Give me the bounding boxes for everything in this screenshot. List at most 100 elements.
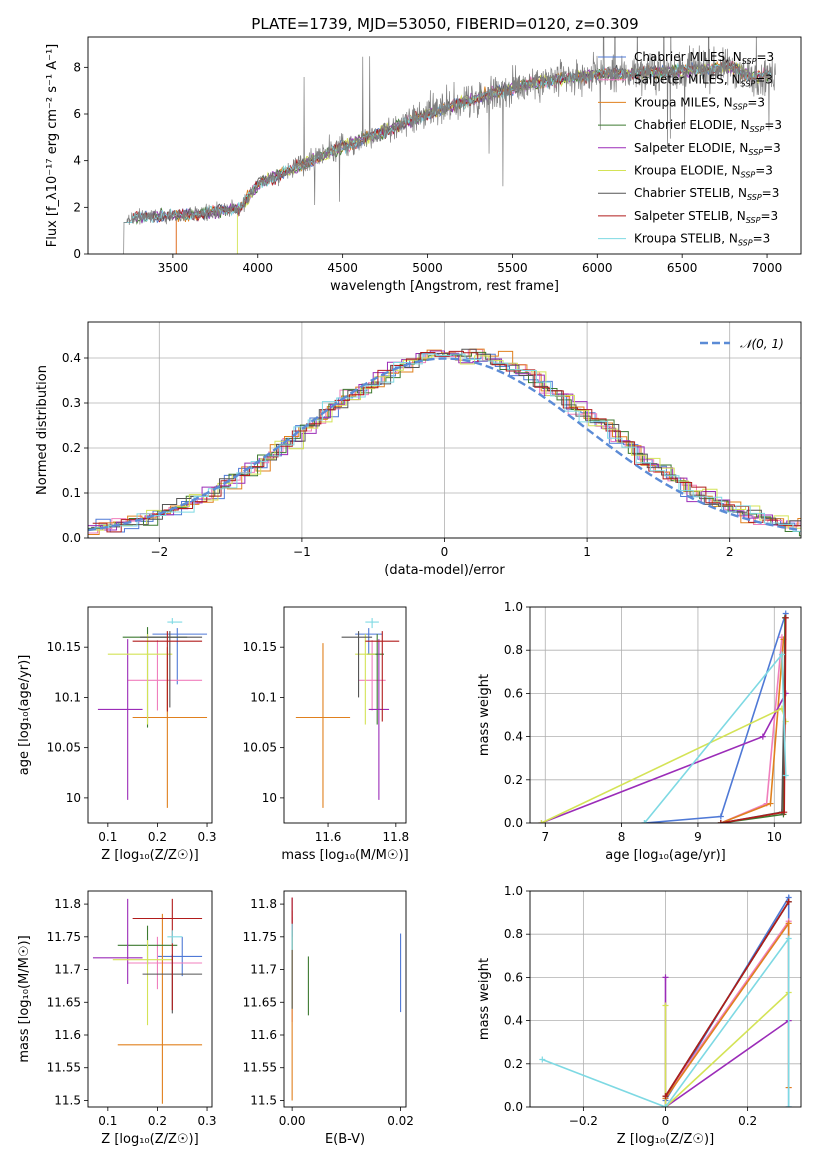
y-tick-label: 0.3 <box>62 396 81 410</box>
x-tick-label: 1 <box>583 545 591 559</box>
errorbar-point-3 <box>117 913 203 1104</box>
x-axis-label: Z [log₁₀(Z/Z☉)] <box>101 848 198 863</box>
y-tick-label: 11.8 <box>250 897 277 911</box>
axes-frame <box>529 606 802 824</box>
model-line-2 <box>175 60 771 254</box>
y-tick-label: 6 <box>73 107 81 121</box>
weight-marker <box>662 1002 669 1009</box>
y-tick-label: 8 <box>73 60 81 74</box>
y-axis-label: mass [log₁₀(M/M☉)] <box>17 935 32 1062</box>
model-line-3 <box>175 60 771 254</box>
errorbar-point-8 <box>365 631 400 722</box>
errorbar-point-8 <box>132 898 203 1011</box>
y-tick-label: 11.55 <box>243 1061 277 1075</box>
legend-label-2: Salpeter MILES, NSSP=3 <box>634 73 773 89</box>
weight-marker <box>662 974 669 981</box>
errorbar-point-8 <box>132 631 203 712</box>
errorbar-point-9 <box>167 930 183 944</box>
y-tick-label: 11.7 <box>54 963 81 977</box>
legend-label-7: Chabrier STELIB, NSSP=3 <box>634 186 779 202</box>
y-tick-label: 0.8 <box>504 927 523 941</box>
x-axis-label: (data-model)/error <box>384 563 505 578</box>
x-axis-label: wavelength [Angstrom, rest frame] <box>330 279 559 294</box>
panel-age-vs-Z: 0.1 0.2 0.3 10 10.05 10.1 10.15 Z [log₁₀(Z/Z☉)]… <box>17 606 217 863</box>
y-axis-label: age [log₁₀(age/yr)] <box>17 655 32 776</box>
errorbar-point-5 <box>92 898 143 984</box>
x-tick-label: −1 <box>293 545 311 559</box>
x-axis-label: Z [log₁₀(Z/Z☉)] <box>101 1132 198 1147</box>
weight-line-6 <box>664 991 790 1107</box>
panel-weight-vs-Z: −0.2 0 0.2 0.0 0.2 0.4 0.6 0.8 1.0 Z [log₁₀(Z/Z☉)… <box>477 884 802 1147</box>
x-tick-label: 0.3 <box>197 830 216 844</box>
panel-spectrum: 3500 4000 4500 5000 5500 6000 6500 7000 0 2 4 6 8 wav… <box>45 36 802 294</box>
x-tick-label: 0.2 <box>148 830 167 844</box>
legend-label-4: Chabrier ELODIE, NSSP=3 <box>634 118 782 134</box>
axes-frame <box>529 890 802 1108</box>
y-tick-label: 0.0 <box>62 531 81 545</box>
x-axis-label: Z [log₁₀(Z/Z☉)] <box>617 1132 714 1147</box>
x-axis-label: mass [log₁₀(M/M☉)] <box>281 848 408 863</box>
histogram-5 <box>88 350 801 531</box>
plot-area <box>539 894 792 1107</box>
weight-marker <box>785 935 792 942</box>
x-tick-label: −2 <box>150 545 168 559</box>
x-tick-label: 4500 <box>327 261 358 275</box>
histogram-4 <box>88 351 801 537</box>
weight-marker <box>662 1093 669 1100</box>
errorbar-point-4 <box>367 634 384 725</box>
weight-marker <box>785 920 792 927</box>
weight-marker <box>759 733 766 740</box>
errorbar-point-6 <box>112 940 173 1026</box>
x-tick-label: 9 <box>694 830 702 844</box>
plot-area <box>538 610 789 823</box>
plot-area <box>92 898 203 1104</box>
x-tick-label: 6500 <box>667 261 698 275</box>
x-tick-label: 7000 <box>752 261 783 275</box>
errorbar-point-9 <box>365 618 379 629</box>
y-tick-label: 11.6 <box>250 1028 277 1042</box>
x-tick-label: 10 <box>767 830 782 844</box>
weight-line-1 <box>644 613 787 823</box>
errorbar-point-1 <box>157 936 203 977</box>
grid <box>88 322 801 539</box>
y-tick-label: 1.0 <box>504 884 523 898</box>
axes-frame <box>87 890 213 1108</box>
y-tick-label: 10.05 <box>243 741 277 755</box>
x-tick-label: 2 <box>726 545 734 559</box>
weight-marker <box>539 1056 546 1063</box>
y-tick-label: 10.05 <box>47 741 81 755</box>
x-axis-label: age [log₁₀(age/yr)] <box>605 848 726 863</box>
y-tick-label: 0 <box>73 247 81 261</box>
legend-label-3: Kroupa MILES, NSSP=3 <box>634 95 765 111</box>
y-tick-label: 0.1 <box>62 486 81 500</box>
x-tick-label: 0 <box>441 545 449 559</box>
y-tick-label: 0.4 <box>504 1014 523 1028</box>
errorbar-point-7 <box>140 631 203 708</box>
weight-line-8 <box>664 901 790 1097</box>
weight-line-5 <box>541 693 787 823</box>
plot-area <box>295 618 400 808</box>
y-tick-label: 11.55 <box>47 1061 81 1075</box>
errorbar-point-6 <box>107 634 173 725</box>
x-tick-label: 4000 <box>242 261 273 275</box>
weight-line-8 <box>720 617 787 823</box>
y-tick-label: 11.75 <box>47 930 81 944</box>
axes-frame <box>283 890 407 1108</box>
y-tick-label: 0.8 <box>504 643 523 657</box>
legend-label-9: Kroupa STELIB, NSSP=3 <box>634 232 770 248</box>
legend-label-5: Salpeter ELODIE, NSSP=3 <box>634 141 781 157</box>
y-tick-label: 0.6 <box>504 970 523 984</box>
x-tick-label: 0.1 <box>98 1114 117 1128</box>
x-tick-label: 11.8 <box>382 830 409 844</box>
x-tick-label: 0 <box>662 1114 670 1128</box>
weight-line-1 <box>664 894 790 1107</box>
y-axis-label: Normed distribution <box>35 365 50 495</box>
x-tick-label: 6000 <box>582 261 613 275</box>
y-tick-label: 11.65 <box>243 995 277 1009</box>
weight-marker <box>782 772 789 779</box>
errorbar-point-7 <box>341 631 373 698</box>
weight-line-3 <box>664 920 790 1099</box>
legend-label-normal: 𝒩(0, 1) <box>740 337 784 351</box>
y-tick-label: 11.7 <box>250 963 277 977</box>
weight-marker <box>781 809 788 816</box>
